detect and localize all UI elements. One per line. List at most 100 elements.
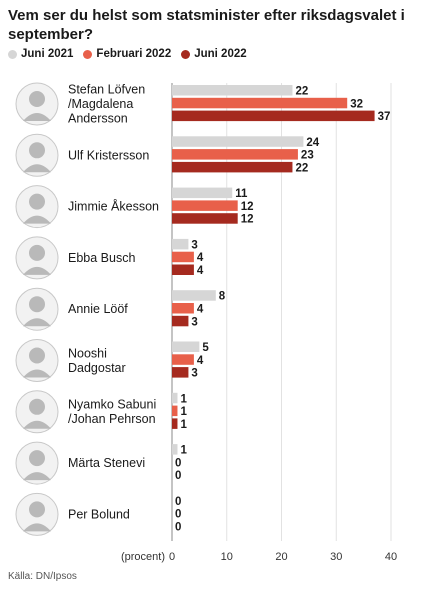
avatar — [15, 339, 59, 382]
data-label: 37 — [378, 111, 391, 123]
data-label: 24 — [306, 137, 319, 149]
legend-swatch — [181, 49, 191, 59]
avatar-body — [23, 369, 51, 378]
bar — [172, 187, 233, 199]
legend-item-februari-2022: Februari 2022 — [83, 48, 171, 60]
bar — [172, 405, 178, 417]
data-label: 22 — [295, 162, 308, 174]
data-label: 3 — [191, 239, 197, 251]
category-label: Nyamko Sabuni/Johan Pehrson — [68, 398, 156, 427]
avatar — [15, 390, 59, 434]
bar — [172, 290, 216, 301]
category-label: Jimmie Åkesson — [68, 199, 159, 214]
data-label: 4 — [197, 252, 204, 264]
legend-label: Februari 2022 — [96, 48, 172, 60]
category-label-line: /Johan Pehrson — [68, 412, 156, 426]
category-label-line: Jimmie Åkesson — [68, 199, 159, 214]
legend-item-juni-2022: Juni 2022 — [181, 48, 247, 60]
avatar-body — [23, 164, 51, 173]
data-label: 4 — [197, 355, 204, 367]
legend: Juni 2021 Februari 2022 Juni 2022 — [8, 48, 247, 60]
bar — [172, 315, 189, 327]
data-label: 11 — [235, 188, 248, 200]
category-label-line: Andersson — [68, 112, 128, 126]
avatar-head — [29, 91, 45, 107]
avatar-body — [23, 523, 51, 532]
category-label-line: Ulf Kristersson — [68, 148, 149, 162]
bar — [172, 354, 194, 365]
avatar-head — [29, 296, 45, 313]
bar — [172, 85, 293, 96]
tick-label: 10 — [221, 551, 233, 563]
data-label: 0 — [175, 496, 181, 508]
category-label: Ulf Kristersson — [68, 148, 149, 162]
legend-swatch — [83, 49, 93, 59]
bar — [172, 367, 189, 378]
avatar — [15, 82, 59, 126]
bar — [172, 264, 194, 275]
tick-label: 20 — [275, 551, 287, 563]
category-label: Nooshi Dadgostar — [68, 346, 126, 375]
avatar-head — [29, 142, 45, 159]
data-label: 1 — [180, 393, 187, 405]
legend-swatch — [8, 49, 17, 59]
bar — [172, 136, 304, 147]
avatar — [15, 492, 59, 536]
category-label: Märta Stenevi — [68, 456, 145, 470]
avatar-body — [23, 113, 51, 121]
bar — [172, 303, 194, 314]
data-label: 5 — [202, 342, 209, 354]
bar — [172, 251, 194, 263]
category-label: Per Bolund — [68, 507, 130, 521]
x-axis-label: (procent) — [121, 551, 165, 563]
avatar-head — [29, 398, 45, 415]
tick-label: 30 — [330, 551, 342, 563]
avatar-head — [29, 244, 45, 261]
category-label: Annie Lööf — [68, 302, 128, 316]
bar — [172, 392, 178, 404]
category-label: Ebba Busch — [68, 251, 135, 265]
avatar-body — [23, 472, 51, 481]
data-label: 3 — [191, 316, 197, 328]
data-label: 8 — [219, 291, 226, 303]
category-label-line: Annie Lööf — [68, 302, 128, 316]
category-label-line: Dadgostar — [68, 361, 126, 375]
avatar — [15, 236, 59, 280]
tick-label: 0 — [169, 551, 175, 563]
category-label-line: Ebba Busch — [68, 251, 135, 265]
category-label-line: Nyamko Sabuni — [68, 398, 156, 412]
data-label: 0 — [175, 522, 181, 534]
legend-label: Juni 2022 — [194, 48, 247, 60]
data-label: 4 — [197, 304, 204, 316]
data-label: 12 — [241, 201, 254, 213]
bar — [172, 418, 178, 429]
data-label: 12 — [241, 214, 254, 226]
avatar-body — [23, 215, 51, 224]
avatar-body — [23, 420, 51, 429]
data-label: 0 — [175, 457, 181, 469]
category-label-line: Stefan Löfven — [68, 83, 145, 97]
tick-label: 40 — [385, 551, 397, 563]
bar — [172, 213, 238, 224]
avatar-head — [29, 193, 45, 210]
avatar — [15, 133, 59, 177]
data-label: 1 — [180, 419, 187, 431]
category-label-line: Nooshi — [68, 346, 107, 360]
chart-title: Vem ser du helst som statsminister efter… — [8, 7, 405, 43]
avatar — [15, 185, 59, 229]
category-label-line: /Magdalena — [68, 97, 133, 111]
category-label-line: Märta Stenevi — [68, 456, 145, 470]
bar — [172, 161, 293, 173]
avatar — [15, 287, 59, 331]
data-label: 0 — [175, 470, 181, 482]
avatar-head — [29, 501, 45, 518]
data-label: 3 — [191, 368, 197, 380]
legend-label: Juni 2021 — [21, 48, 74, 60]
avatar-body — [23, 318, 51, 327]
bar — [172, 238, 189, 250]
data-label: 1 — [180, 445, 187, 457]
bar — [172, 97, 348, 109]
bar — [172, 444, 178, 455]
data-label: 32 — [350, 98, 363, 110]
avatar-head — [29, 450, 45, 467]
